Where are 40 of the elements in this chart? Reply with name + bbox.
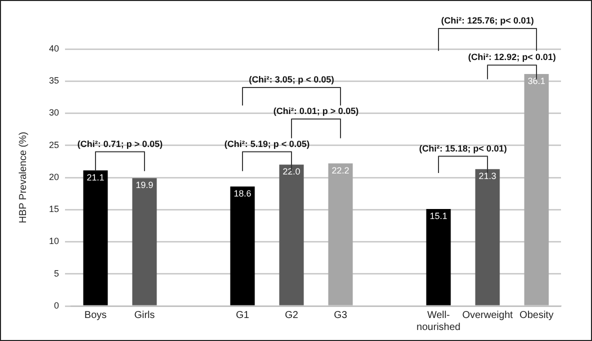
y-tick-label: 10	[48, 236, 60, 246]
y-tick-label: 40	[48, 43, 60, 54]
bar	[230, 186, 255, 306]
annotation: (Chi²: 5.19; p < 0.05)	[224, 138, 310, 149]
x-tick-label: G2	[284, 310, 299, 321]
annotation: (Chi²: 15.18; p< 0.01)	[419, 143, 507, 154]
annotation: (Chi²: 3.05; p < 0.05)	[248, 74, 334, 85]
data-label: 22.2	[332, 165, 350, 176]
y-tick-label: 35	[48, 76, 60, 86]
x-tick-label: G1	[236, 310, 250, 321]
bar	[83, 170, 108, 306]
bar	[279, 164, 304, 306]
bar	[328, 163, 353, 306]
text: (Chi²: 125.76; p< 0.01)	[441, 15, 534, 26]
bar	[475, 169, 500, 306]
bar	[524, 74, 549, 306]
y-tick-label: 20	[48, 172, 60, 182]
y-tick-label: 15	[48, 204, 60, 214]
annotation: (Chi²: 0.01; p > 0.05)	[273, 106, 359, 116]
x-tick-label: Obesity	[520, 310, 554, 321]
x-tick-label: Well-nourished	[416, 310, 460, 333]
y-axis-title: HBP Prevalence (%)	[18, 132, 29, 224]
x-tick-label: G3	[334, 310, 348, 321]
data-label: 21.3	[478, 171, 496, 182]
data-label: 21.1	[86, 172, 104, 182]
x-tick-label: Overweight	[462, 310, 514, 321]
annotation: (Chi²: 12.92; p< 0.01)	[468, 52, 556, 62]
y-tick-label: 5	[54, 268, 60, 278]
data-label: 36.1	[528, 76, 546, 86]
bar	[426, 208, 451, 306]
bar	[132, 178, 157, 306]
data-label: 19.9	[136, 180, 154, 190]
x-tick-label: Girls	[134, 310, 155, 321]
y-tick-label: 0	[54, 300, 60, 310]
y-tick-label: 25	[48, 140, 60, 150]
y-tick-label: 30	[48, 108, 60, 118]
x-tick-label: Boys	[84, 310, 107, 321]
data-label: 15.1	[430, 210, 448, 221]
data-label: 18.6	[234, 188, 252, 198]
annotation: (Chi²: 0.71; p > 0.05)	[77, 138, 163, 149]
